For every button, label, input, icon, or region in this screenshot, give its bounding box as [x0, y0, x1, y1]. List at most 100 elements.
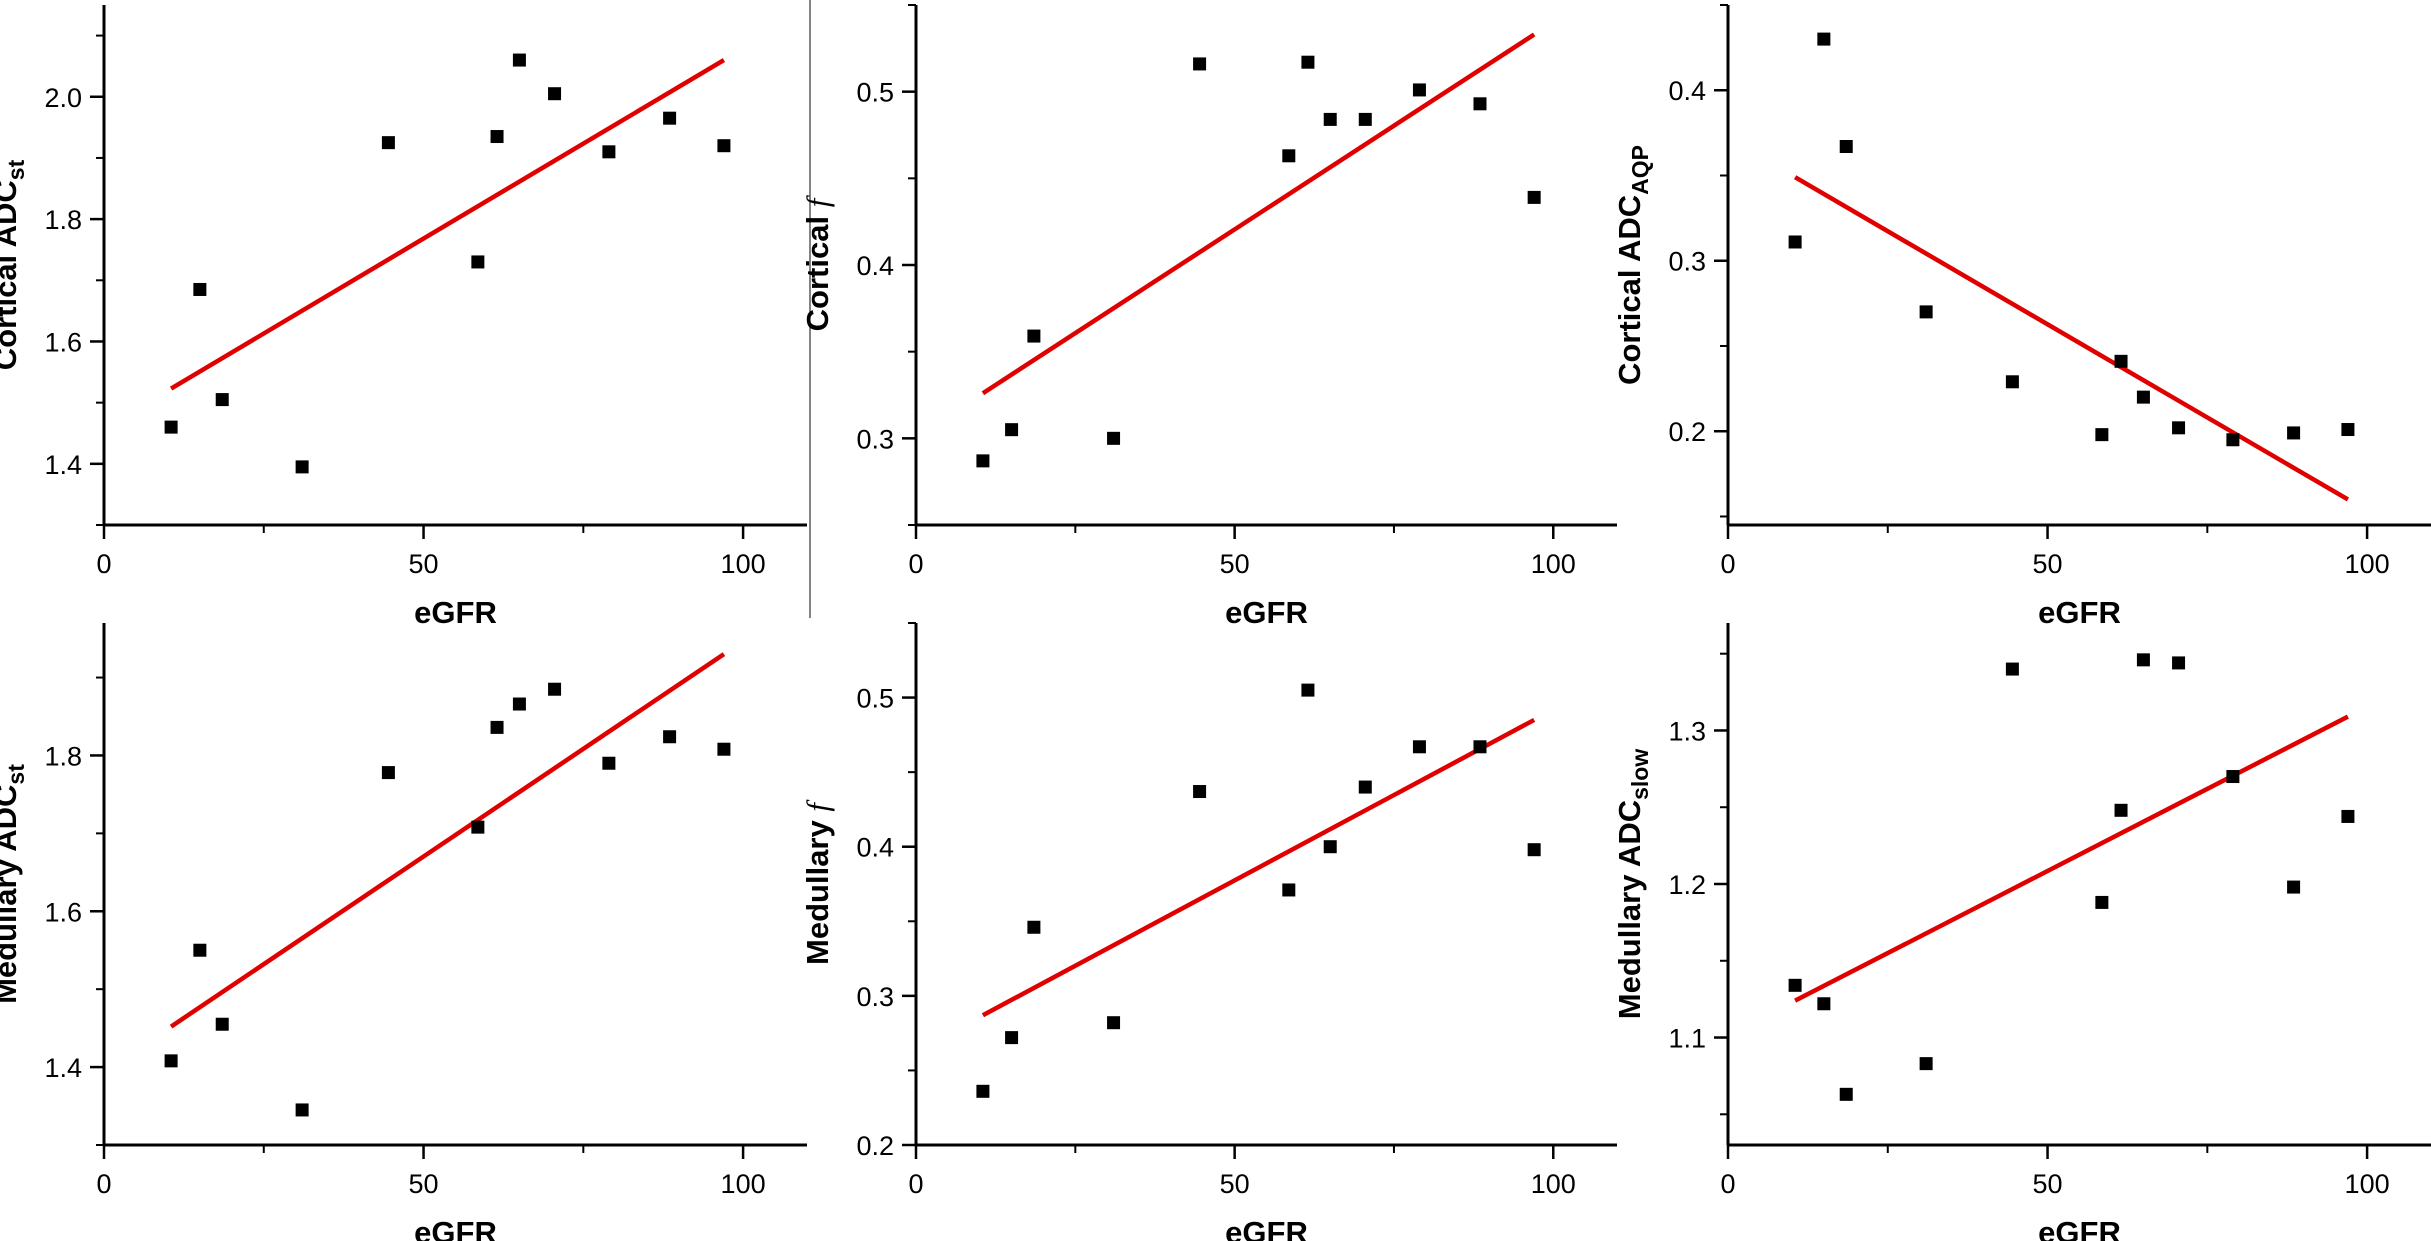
y-axis-title-italic: f	[800, 194, 835, 207]
y-axis-title-subscript: st	[3, 764, 29, 785]
y-axis-title-text: Medullary ADC	[1612, 800, 1647, 1019]
data-point	[1323, 112, 1337, 126]
data-point	[381, 136, 395, 150]
data-point	[1473, 740, 1487, 754]
y-tick-label: 1.3	[1668, 716, 1706, 746]
y-tick-label: 0.4	[856, 833, 894, 863]
y-tick-label: 1.2	[1668, 870, 1706, 900]
data-point	[1107, 431, 1121, 445]
data-point	[717, 139, 731, 153]
x-tick-label: 100	[1531, 549, 1576, 579]
y-axis-title-text: Medullary ADC	[0, 785, 23, 1004]
x-tick-label: 50	[409, 1169, 439, 1199]
y-axis-title-text: Cortical ADC	[0, 180, 23, 370]
data-point	[1919, 1057, 1933, 1071]
data-point	[381, 766, 395, 780]
data-point	[2095, 428, 2109, 442]
data-point	[2172, 656, 2186, 670]
data-point	[2287, 426, 2301, 440]
data-point	[1788, 978, 1802, 992]
data-point	[1817, 32, 1831, 46]
panel-medullary-f: 0 50 100 0.2 0.3 0.4 0.5 eGFR Medullary f	[800, 622, 1617, 1241]
data-point	[471, 820, 485, 834]
data-point	[2005, 662, 2019, 676]
data-point	[1301, 55, 1315, 69]
y-tick-label: 0.4	[856, 251, 894, 281]
x-tick-label: 0	[908, 549, 923, 579]
regression-line	[1793, 175, 2350, 502]
panel-cortical-f: 0 50 100 0.3 0.4 0.5 eGFR Cortical f	[800, 4, 1617, 630]
y-axis-title-subscript: AQP	[1627, 145, 1653, 195]
x-axis-title: eGFR	[1225, 1215, 1308, 1241]
y-tick-label: 0.3	[1668, 247, 1706, 277]
data-point	[490, 720, 504, 734]
y-tick-label: 0.4	[1668, 76, 1706, 106]
panel-medullary-adc-slow: 0 50 100 1.1 1.2 1.3 eGFR Medullary ADCslow	[1612, 623, 2431, 1241]
data-point	[164, 420, 178, 434]
data-point	[215, 1017, 229, 1031]
data-point	[1301, 683, 1315, 697]
x-axis-title: eGFR	[414, 1215, 497, 1241]
panel-cortical-adc-st: 0 50 100 1.4 1.6 1.8 2.0 eGFR Cortical ADCst	[0, 5, 807, 630]
x-tick-label: 0	[96, 1169, 111, 1199]
regression-line	[981, 32, 1536, 396]
y-tick-label: 0.2	[856, 1131, 894, 1161]
x-tick-label: 50	[1220, 1169, 1250, 1199]
data-point	[1107, 1016, 1121, 1030]
data-point	[1193, 785, 1207, 799]
panel-medullary-adc-st: 0 50 100 1.4 1.6 1.8 eGFR Medullary ADCst	[0, 623, 807, 1241]
data-point	[1027, 329, 1041, 343]
x-tick-label: 50	[1220, 549, 1250, 579]
data-point	[1788, 235, 1802, 249]
y-axis-title: Medullary ADCslow	[1612, 749, 1653, 1020]
y-tick-label: 1.8	[44, 205, 82, 235]
x-tick-label: 50	[409, 549, 439, 579]
data-point	[1358, 112, 1372, 126]
y-axis-title: Medullary ADCst	[0, 764, 29, 1004]
x-axis-title: eGFR	[2038, 1215, 2121, 1241]
data-point	[1282, 883, 1296, 897]
y-tick-label: 1.6	[44, 327, 82, 357]
y-axis-title-italic: f	[800, 799, 835, 812]
data-point	[1412, 740, 1426, 754]
data-point	[295, 460, 309, 474]
data-point	[663, 730, 677, 744]
y-axis-title: Cortical ADCst	[0, 159, 29, 370]
data-point	[2172, 421, 2186, 435]
data-point	[1193, 57, 1207, 71]
data-point	[1527, 843, 1541, 857]
data-point	[1358, 780, 1372, 794]
data-point	[1839, 1087, 1853, 1101]
y-axis-title-text: Cortical	[800, 207, 835, 331]
x-axis-title: eGFR	[2038, 595, 2121, 630]
y-tick-label: 2.0	[44, 83, 82, 113]
y-tick-label: 1.4	[44, 450, 82, 480]
y-axis-title-text: Cortical ADC	[1612, 195, 1647, 385]
x-axis-title: eGFR	[414, 595, 497, 630]
x-tick-label: 0	[96, 549, 111, 579]
data-point	[976, 454, 990, 468]
data-point	[2287, 880, 2301, 894]
data-point	[164, 1054, 178, 1068]
y-tick-label: 0.3	[856, 424, 894, 454]
data-point	[2341, 809, 2355, 823]
data-point	[663, 111, 677, 125]
data-point	[1027, 920, 1041, 934]
x-tick-label: 50	[2033, 1169, 2063, 1199]
data-point	[1412, 83, 1426, 97]
panel-cortical-adc-aqp: 0 50 100 0.2 0.3 0.4 eGFR Cortical ADCAQP	[1612, 4, 2431, 630]
x-tick-label: 0	[1720, 1169, 1735, 1199]
x-tick-label: 0	[1720, 549, 1735, 579]
regression-line	[169, 58, 726, 391]
data-point	[1005, 423, 1019, 437]
data-point	[471, 255, 485, 269]
data-point	[2114, 354, 2128, 368]
data-point	[2341, 423, 2355, 437]
y-axis-title: Cortical ADCAQP	[1612, 145, 1653, 385]
regression-line	[169, 652, 726, 1029]
data-point	[512, 697, 526, 711]
data-point	[1323, 840, 1337, 854]
y-tick-label: 0.3	[856, 982, 894, 1012]
data-point	[193, 943, 207, 957]
x-tick-label: 50	[2033, 549, 2063, 579]
